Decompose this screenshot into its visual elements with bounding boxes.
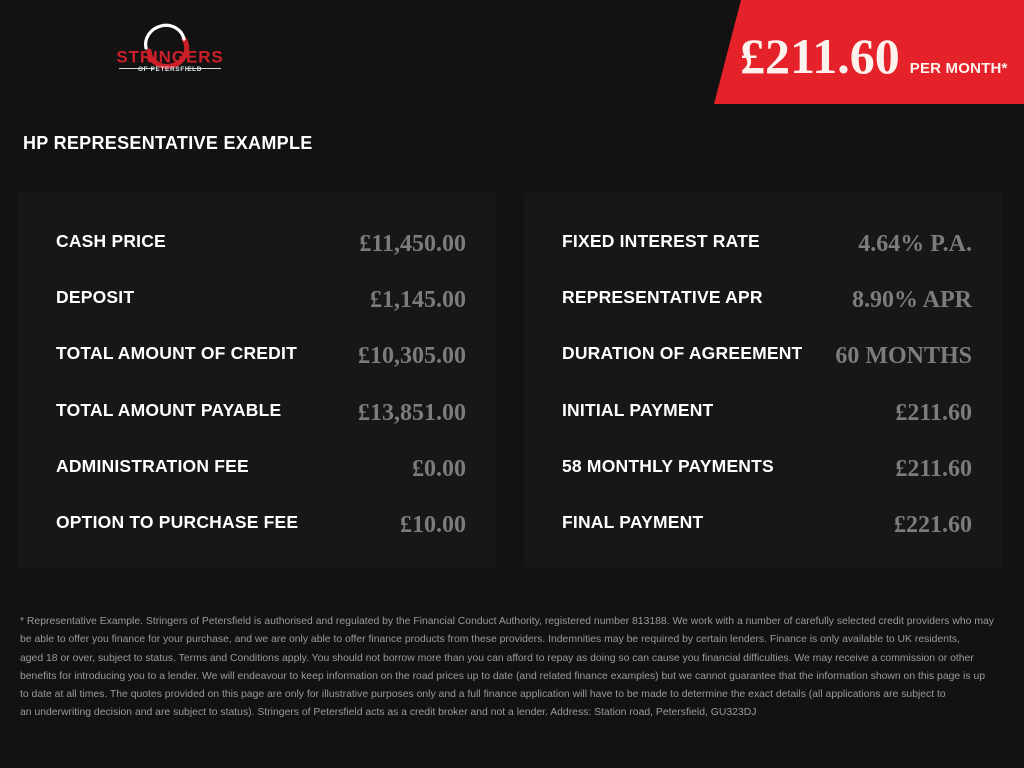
svg-text:OF PETERSFIELD: OF PETERSFIELD bbox=[138, 66, 202, 73]
svg-text:STRINGERS: STRINGERS bbox=[116, 48, 223, 67]
